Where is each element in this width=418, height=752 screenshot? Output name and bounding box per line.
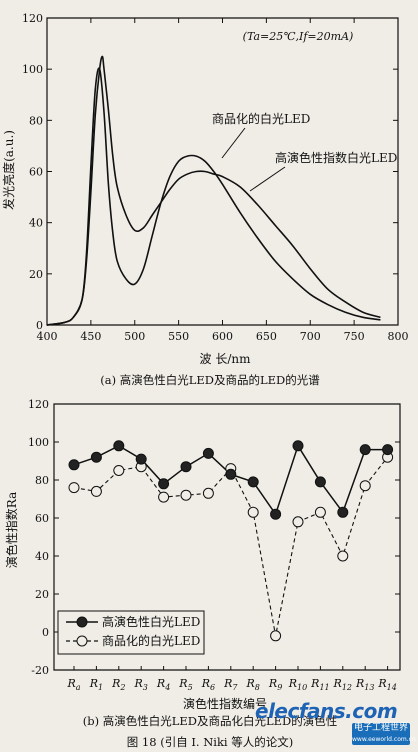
x-tick-label: R10: [288, 677, 307, 692]
x-tick-label: 700: [300, 330, 321, 343]
x-tick-label: R14: [377, 677, 396, 692]
x-tick-label: R6: [201, 677, 215, 692]
x-tick-label: R2: [111, 677, 125, 692]
x-tick-label: R1: [89, 677, 103, 692]
cri-point-high-cri: [68, 459, 80, 471]
cri-point-commercial: [180, 489, 192, 501]
spectrum-ticks: 400 450 500 550 600 650 700 750 800 0 20 40 60 80 100 1…: [22, 12, 409, 343]
cri-point-high-cri: [359, 444, 371, 456]
watermark: elecfans.com 电子工程世界 www.eeworld.com.cn: [255, 699, 416, 749]
cri-point-high-cri: [314, 476, 326, 488]
x-tick-label: R5: [178, 677, 192, 692]
series-label-commercial: 商品化的白光LED: [212, 111, 310, 126]
x-tick-label: R3: [134, 677, 148, 692]
x-tick-label: R4: [156, 677, 170, 692]
y-tick-label: 0: [42, 626, 49, 639]
cri-line-high-cri: [73, 444, 388, 516]
cri-point-high-cri: [158, 478, 170, 490]
cri-point-high-cri: [337, 506, 349, 518]
eeworld-badge: 电子工程世界 www.eeworld.com.cn: [352, 723, 416, 745]
cri-point-commercial: [202, 487, 214, 499]
x-tick-label: R7: [223, 677, 238, 692]
y-tick-label: 80: [35, 474, 49, 487]
cri-legend: 高演色性白光LED 商品化的白光LED: [57, 610, 205, 655]
cri-point-commercial: [359, 480, 371, 492]
cri-point-commercial: [68, 482, 80, 494]
cri-point-commercial: [158, 491, 170, 503]
y-tick-label: 120: [28, 398, 49, 411]
x-tick-label: 750: [344, 330, 365, 343]
cri-point-high-cri: [90, 451, 102, 463]
x-tick-label: Ra: [66, 677, 80, 692]
y-tick-label: 100: [22, 63, 43, 76]
spectrum-line-high-cri: [46, 55, 381, 326]
spectrum-y-axis-label: 发光亮度(a.u.): [1, 130, 16, 210]
x-tick-label: 450: [80, 330, 101, 343]
x-tick-label: 550: [168, 330, 189, 343]
spectrum-chart: 400 450 500 550 600 650 700 750 800 0 20 40 60 80 100 1…: [1, 12, 409, 387]
x-tick-label: 600: [212, 330, 233, 343]
cri-series: [68, 440, 394, 642]
y-tick-label: 120: [22, 12, 43, 25]
y-tick-label: 40: [35, 550, 49, 563]
legend-label-high-cri: 高演色性白光LED: [102, 614, 200, 629]
y-tick-label: 100: [28, 436, 49, 449]
x-tick-label: R12: [333, 677, 352, 692]
cri-caption: (b) 高演色性白光LED及商品化白光LED的演色性: [83, 714, 338, 728]
x-tick-label: 400: [37, 330, 58, 343]
series-label-high-cri: 高演色性指数白光LED: [275, 150, 397, 165]
y-tick-label: 20: [35, 588, 49, 601]
y-tick-label: -20: [31, 664, 49, 677]
figure-caption: 图 18 (引自 I. Niki 等人的论文): [127, 735, 293, 749]
cri-point-high-cri: [180, 461, 192, 473]
measurement-condition: (Ta=25℃,If=20mA): [243, 30, 354, 43]
color-rendering-chart: -20 0 20 40 60 80 100 120 Ra R1 R2 R3 R4 R5 R6 R7 R8 R9 R1…: [4, 398, 401, 728]
cri-point-high-cri: [382, 444, 394, 456]
spectrum-x-axis-label: 波 长/nm: [200, 352, 252, 366]
spectrum-caption: (a) 高演色性白光LED及商品的LED的光谱: [100, 373, 320, 387]
cri-point-commercial: [113, 465, 125, 476]
x-tick-label: R8: [246, 677, 260, 692]
cri-point-high-cri: [113, 440, 125, 452]
legend-label-commercial: 商品化的白光LED: [102, 633, 200, 648]
x-tick-label: 800: [388, 330, 409, 343]
y-tick-label: 60: [35, 512, 49, 525]
spectrum-line-commercial: [46, 67, 381, 326]
cri-point-high-cri: [202, 447, 214, 459]
cri-point-commercial: [314, 506, 326, 518]
series-label-leader-high-cri: [249, 166, 286, 192]
cri-point-high-cri: [292, 440, 304, 452]
cri-point-high-cri: [270, 508, 282, 520]
cri-y-axis-label: 演色性指数Ra: [4, 492, 19, 568]
y-tick-label: 20: [29, 268, 43, 281]
x-tick-label: 500: [124, 330, 145, 343]
spectrum-series: [46, 55, 381, 326]
legend-marker-high-cri: [76, 616, 88, 628]
cri-point-high-cri: [135, 453, 147, 465]
elecfans-logo: elecfans.com: [255, 699, 398, 723]
cri-point-high-cri: [225, 468, 237, 480]
cri-ticks: -20 0 20 40 60 80 100 120 Ra R1 R2 R3 R4 R5 R6 R7 R8 R9 R1…: [28, 398, 400, 692]
legend-marker-commercial: [76, 635, 88, 647]
cri-point-commercial: [90, 485, 102, 497]
cri-point-commercial: [337, 550, 349, 562]
cri-point-commercial: [247, 506, 259, 518]
cri-point-high-cri: [247, 476, 259, 488]
series-label-leader-commercial: [221, 127, 246, 159]
cri-point-commercial: [292, 516, 304, 528]
y-tick-label: 40: [29, 217, 43, 230]
x-tick-label: R9: [268, 677, 282, 692]
x-tick-label: R13: [355, 677, 374, 692]
y-tick-label: 80: [29, 114, 43, 127]
y-tick-label: 0: [36, 319, 43, 332]
y-tick-label: 60: [29, 166, 43, 179]
cri-x-axis-label: 演色性指数编号: [183, 696, 267, 711]
x-tick-label: R11: [310, 677, 329, 692]
cri-line-commercial: [73, 456, 389, 636]
cri-point-commercial: [270, 630, 282, 642]
x-tick-label: 650: [256, 330, 277, 343]
